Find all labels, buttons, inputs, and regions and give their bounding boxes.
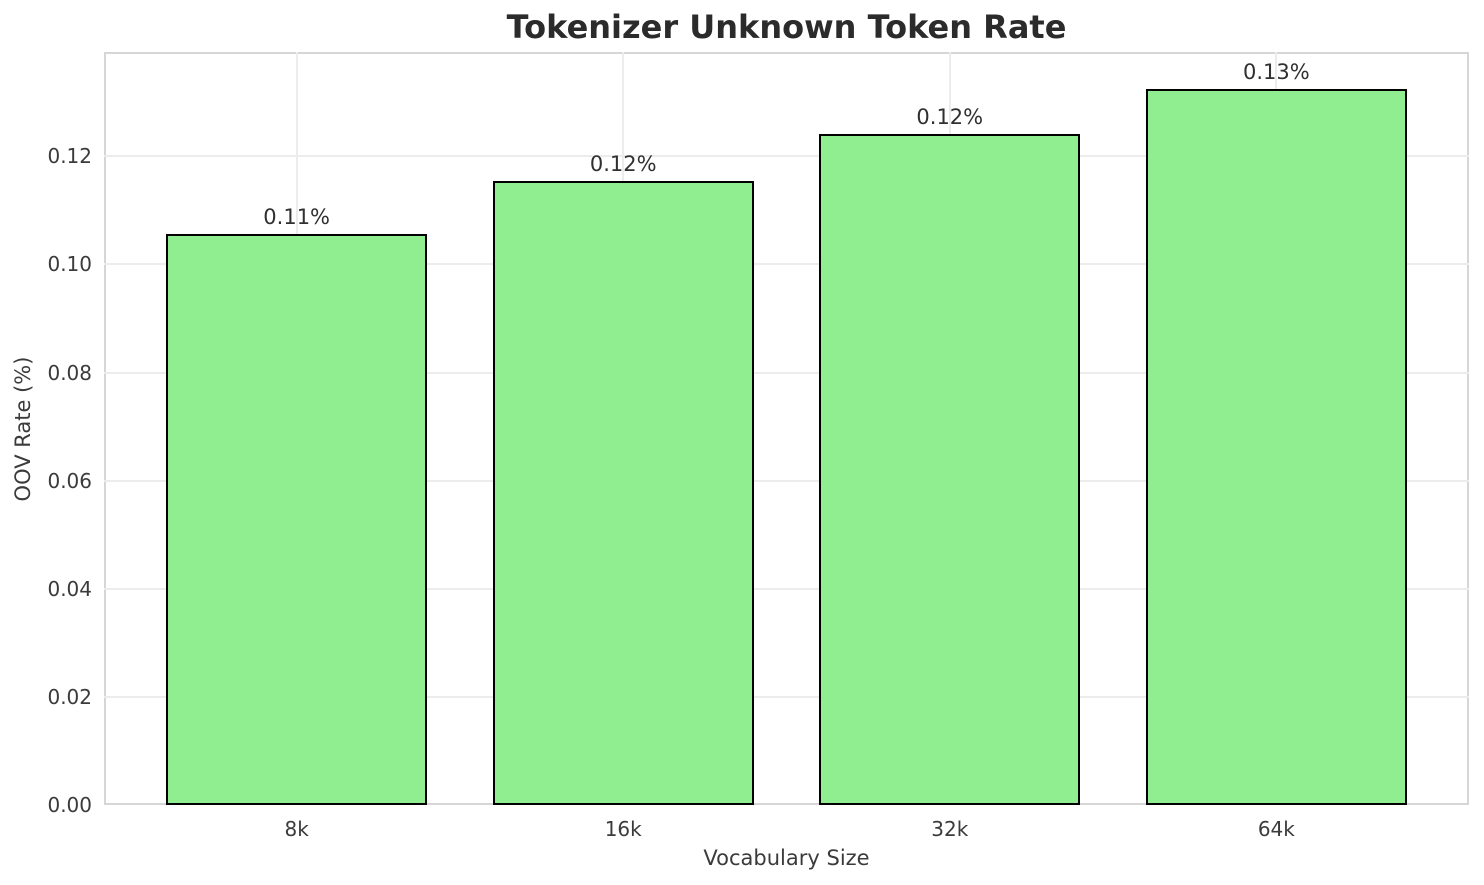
y-tick-label: 0.12 [47, 144, 92, 169]
bar-value-label: 0.11% [263, 204, 331, 229]
h-gridline [104, 155, 1469, 158]
y-tick-label: 0.10 [47, 252, 92, 277]
y-tick-label: 0.08 [47, 360, 92, 385]
y-tick-label: 0.02 [47, 684, 92, 709]
bar [1145, 89, 1407, 805]
h-gridline [104, 479, 1469, 482]
bar-value-label: 0.13% [1242, 60, 1310, 85]
h-gridline [104, 587, 1469, 590]
h-gridline [104, 695, 1469, 698]
bar [819, 133, 1081, 805]
y-tick-label: 0.00 [47, 793, 92, 817]
x-axis-label: Vocabulary Size [703, 846, 870, 870]
h-gridline [104, 371, 1469, 374]
bar [166, 233, 428, 805]
bar-value-label: 0.12% [589, 151, 657, 176]
x-tick-label: 32k [931, 817, 969, 841]
y-tick-label: 0.04 [47, 576, 92, 601]
h-gridline [104, 263, 1469, 266]
bar-value-label: 0.12% [916, 104, 984, 129]
y-tick-label: 0.06 [47, 468, 92, 493]
x-tick-label: 8k [284, 817, 309, 841]
x-tick-label: 16k [604, 817, 642, 841]
bar [492, 180, 754, 805]
chart-title: Tokenizer Unknown Token Rate [506, 8, 1067, 46]
x-tick-label: 64k [1257, 817, 1295, 841]
